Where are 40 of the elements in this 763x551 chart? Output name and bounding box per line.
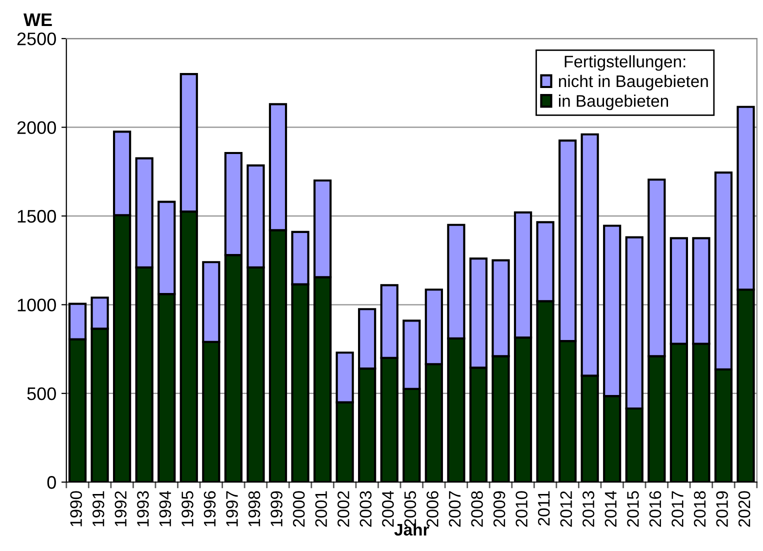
legend-title: Fertigstellungen: [564, 55, 686, 71]
x-tick-label: 2004 [382, 490, 394, 527]
x-tick-label: 2016 [649, 491, 662, 527]
x-tick-label: 2007 [448, 491, 461, 527]
x-tick-label: 1990 [70, 491, 82, 526]
y-tick-label: 1000 [18, 298, 56, 312]
x-tick-label: 1997 [226, 491, 238, 526]
x-tick-label: 2018 [694, 491, 706, 527]
x-tick-label: 2008 [471, 491, 483, 527]
x-tick-label: 2010 [516, 491, 528, 527]
x-tick-label: 2006 [426, 491, 438, 527]
y-tick-label: 0 [47, 476, 56, 489]
x-tick-label: 1993 [137, 491, 149, 526]
x-tick-label: 1999 [270, 491, 282, 526]
x-tick-label: 1998 [248, 491, 260, 526]
x-tick-label: 2009 [493, 491, 506, 527]
x-tick-label: 2011 [538, 491, 550, 526]
y-tick-label: 2500 [17, 32, 56, 46]
x-tick-label: 2014 [604, 490, 617, 527]
x-tick-label: 1991 [92, 491, 104, 526]
x-tick-label: 2002 [337, 491, 350, 527]
y-tick-label: 2000 [17, 121, 56, 134]
x-tick-label: 2003 [360, 491, 372, 527]
y-axis-title: WE [24, 14, 52, 26]
x-tick-label: 2013 [582, 491, 594, 527]
x-tick-label: 1996 [204, 491, 216, 526]
legend-label: in Baugebieten [559, 94, 668, 110]
x-tick-label: 1992 [114, 491, 127, 526]
x-tick-label: 2012 [560, 491, 572, 527]
y-tick-label: 500 [27, 387, 56, 400]
x-tick-label: 2015 [627, 491, 639, 527]
x-tick-label: 1995 [182, 491, 194, 526]
x-tick-label: 2017 [672, 491, 684, 527]
x-tick-label: 2000 [292, 491, 305, 527]
x-tick-label: 2019 [716, 491, 728, 527]
x-tick-label: 2001 [315, 491, 328, 527]
x-tick-label: 2020 [738, 491, 750, 527]
x-tick-label: 1994 [159, 490, 172, 526]
legend-label: nicht in Baugebieten [558, 74, 708, 90]
y-tick-label: 1500 [18, 210, 56, 223]
